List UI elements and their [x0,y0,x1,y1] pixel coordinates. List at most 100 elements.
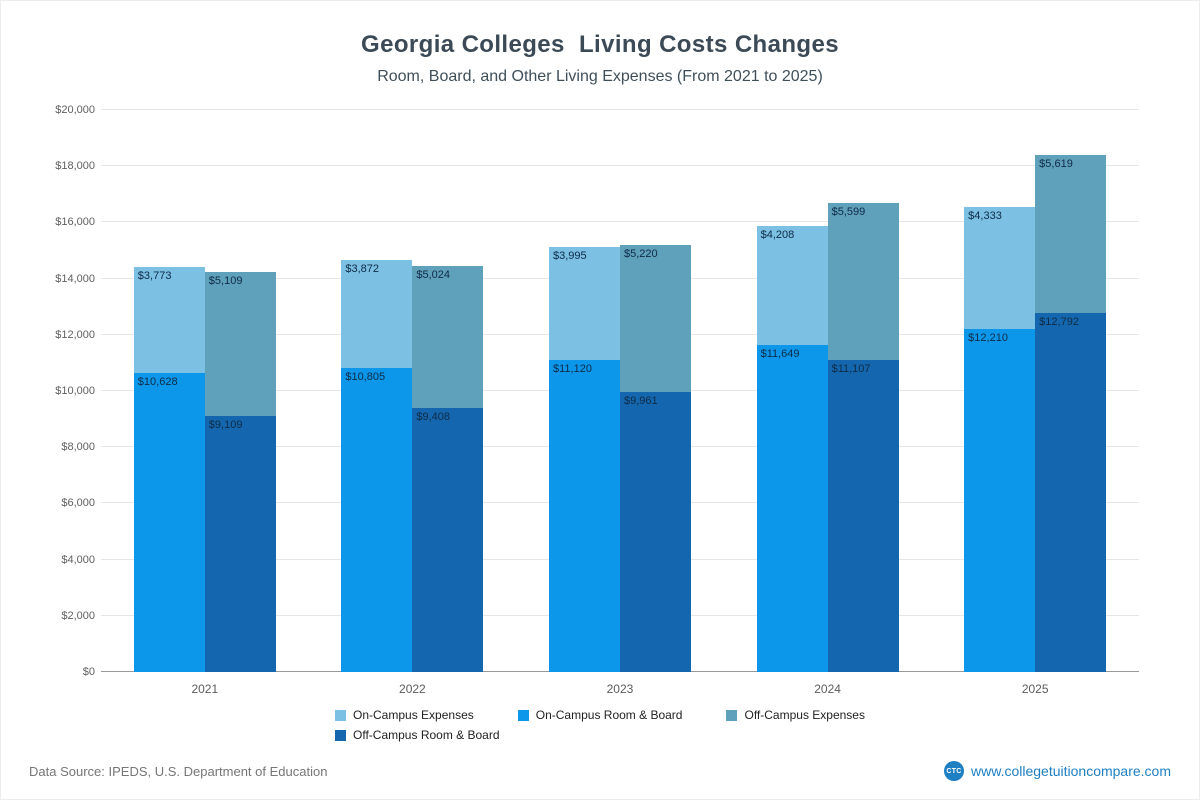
segment-value-label: $4,333 [968,210,1002,223]
footer: Data Source: IPEDS, U.S. Department of E… [29,761,1171,781]
segment-value-label: $10,628 [137,376,178,389]
bar-segment-on_rb: $12,210 [964,328,1036,672]
segment-value-label: $5,220 [623,248,658,261]
bar-segment-on_exp: $3,773 [133,267,205,374]
on-campus-bar: $11,120 $3,995 [548,110,620,672]
bar-segment-off_rb: $9,408 [412,407,484,672]
y-tick-label: $20,000 [55,104,95,116]
off-campus-bar: $9,109 $5,109 [204,110,276,672]
segment-value-label: $9,109 [208,419,243,432]
y-tick-label: $2,000 [61,609,95,622]
legend: On-Campus Expenses On-Campus Room & Board… [335,708,865,742]
plot-area: $10,628 $3,773 $9,109 $5,109 2021 $10,805 $3,8… [101,109,1139,696]
bar-segment-on_rb: $10,628 [133,373,205,672]
segment-value-label: $5,024 [416,269,451,282]
segment-value-label: $9,961 [623,395,658,408]
bar-segment-on_rb: $10,805 [341,368,413,672]
bar-segment-off_exp: $5,109 [204,272,276,417]
legend-item-off_rb: Off-Campus Room & Board [335,728,500,742]
bar-group-2021: $10,628 $3,773 $9,109 $5,109 2021 [133,110,276,696]
legend-row-1: On-Campus Expenses On-Campus Room & Board… [335,708,865,722]
segment-value-label: $4,208 [760,229,795,242]
on-campus-bar: $12,210 $4,333 [964,110,1036,672]
y-axis: $0 $2,000 $4,000 $6,000 $8,000 $10,000 $12,000… [29,104,101,678]
x-tick-label: 2023 [606,682,634,696]
bar-segment-on_exp: $3,995 [548,247,620,360]
y-tick-label: $16,000 [55,216,95,229]
legend-swatch-icon [335,729,347,741]
segment-value-label: $9,408 [416,410,451,423]
y-tick-label: $18,000 [55,160,95,173]
segment-value-label: $3,872 [345,262,380,275]
segment-value-label: $3,995 [552,250,587,263]
x-tick-label: 2022 [399,682,426,696]
y-tick-label: $4,000 [61,553,95,566]
website-link[interactable]: www.collegetuitioncompare.com [971,763,1171,779]
y-tick-label: $12,000 [55,328,95,341]
bar-segment-off_exp: $5,220 [619,245,691,393]
on-campus-bar: $10,628 $3,773 [133,110,205,672]
segment-value-label: $11,107 [831,362,871,375]
chart-subtitle: Room, Board, and Other Living Expenses (… [377,68,823,85]
x-tick-label: 2025 [1021,682,1049,696]
off-campus-bar: $11,107 $5,599 [827,110,899,672]
gridline [101,221,1139,223]
off-campus-bar: $12,792 $5,619 [1035,110,1107,672]
legend-item-on_rb: On-Campus Room & Board [517,708,683,722]
segment-value-label: $12,792 [1039,315,1079,328]
bar-segment-off_exp: $5,024 [412,266,484,408]
legend-label: Off-Campus Room & Board [353,728,500,742]
bar-segment-off_rb: $12,792 [1035,312,1107,672]
gridline [101,165,1139,167]
bar-group-2023: $11,120 $3,995 $9,961 $5,220 2023 [548,110,691,696]
bar-segment-off_exp: $5,599 [827,202,899,360]
legend-label: On-Campus Room & Board [535,708,683,722]
segment-value-label: $5,109 [208,275,243,288]
legend-item-off_exp: Off-Campus Expenses [726,708,865,722]
legend-swatch-icon [726,709,738,721]
x-tick-label: 2021 [191,682,219,696]
ctc-logo-icon[interactable]: CTC [944,761,965,781]
bar-segment-on_exp: $4,208 [756,226,828,345]
segment-value-label: $10,805 [345,371,386,384]
bar-segment-on_rb: $11,649 [756,344,828,672]
on-campus-bar: $11,649 $4,208 [756,110,828,672]
y-tick-label: $6,000 [61,497,95,510]
off-campus-bar: $9,961 $5,220 [619,110,691,672]
segment-value-label: $11,120 [552,362,592,375]
chart-title: Georgia Colleges Living Costs Changes [361,31,839,58]
bar-segment-off_exp: $5,619 [1035,154,1107,313]
segment-value-label: $11,649 [760,347,800,360]
legend-item-on_exp: On-Campus Expenses [335,708,474,722]
y-tick-label: $14,000 [55,272,95,285]
segment-value-label: $5,599 [831,205,866,218]
data-source-text: Data Source: IPEDS, U.S. Department of E… [29,763,328,779]
website-brand[interactable]: CTC www.collegetuitioncompare.com [944,761,1171,781]
segment-value-label: $3,773 [137,270,172,283]
legend-swatch-icon [335,709,347,721]
bar-segment-on_exp: $4,333 [964,207,1036,329]
legend-label: Off-Campus Expenses [744,708,865,722]
chart: $0 $2,000 $4,000 $6,000 $8,000 $10,000 $12,000… [29,104,1139,696]
bar-segment-on_exp: $3,872 [341,259,413,369]
bar-segment-on_rb: $11,120 [548,359,620,672]
bar-segment-off_rb: $11,107 [827,359,899,672]
segment-value-label: $12,210 [968,331,1008,344]
y-tick-label: $0 [82,666,95,678]
y-tick-label: $10,000 [55,385,95,397]
bar-group-2022: $10,805 $3,872 $9,408 $5,024 2022 [341,110,484,696]
legend-swatch-icon [517,709,529,721]
off-campus-bar: $9,408 $5,024 [412,110,484,672]
bar-segment-off_rb: $9,109 [204,416,276,672]
x-tick-label: 2024 [814,682,841,696]
legend-label: On-Campus Expenses [353,708,474,722]
bar-group-2025: $12,210 $4,333 $12,792 $5,619 2025 [964,110,1107,696]
bar-group-2024: $11,649 $4,208 $11,107 $5,599 2024 [756,110,899,696]
segment-value-label: $5,619 [1039,157,1073,170]
on-campus-bar: $10,805 $3,872 [341,110,413,672]
gridline [101,109,1139,110]
y-tick-label: $8,000 [61,441,95,454]
bar-segment-off_rb: $9,961 [619,392,691,672]
legend-row-2: Off-Campus Room & Board [335,728,865,742]
